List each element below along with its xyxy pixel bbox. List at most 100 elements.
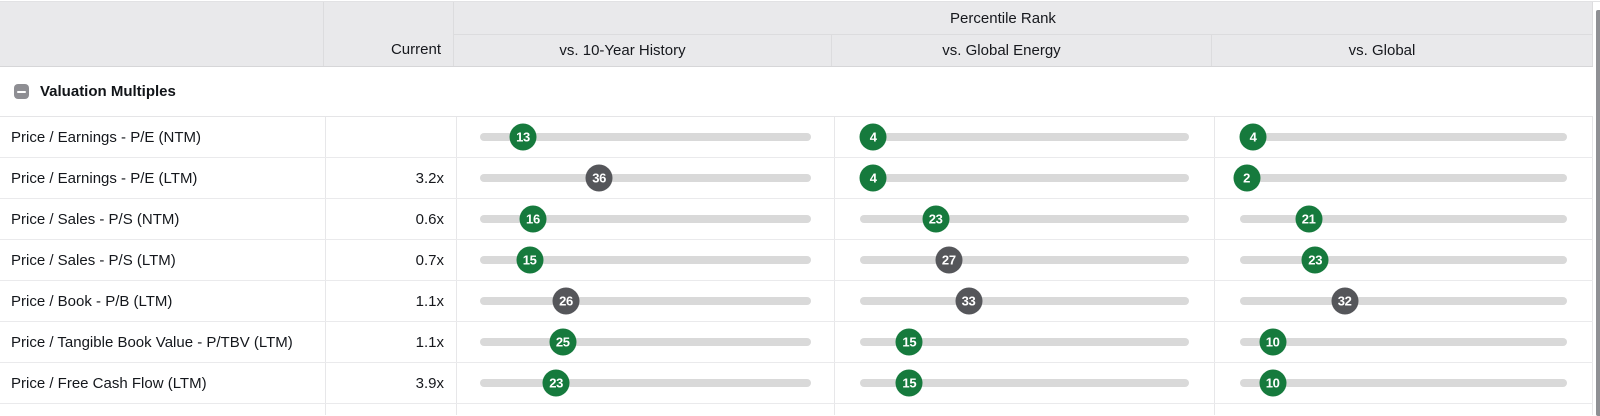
percentile-track: 16	[480, 205, 811, 233]
percentile-cell: 10	[1215, 322, 1593, 362]
percentile-track: 26	[480, 287, 811, 315]
percentile-track: 36	[480, 164, 811, 192]
column-header-vs-global: vs. Global	[1348, 42, 1416, 59]
header-current-column: Current	[324, 2, 454, 66]
percentile-badge: 15	[895, 369, 923, 397]
percentile-badge: 33	[955, 287, 983, 315]
metric-label: Price / Earnings - P/E (LTM)	[0, 158, 326, 198]
percentile-track: 23	[1240, 246, 1567, 274]
percentile-track: 23	[480, 369, 811, 397]
table-row: Price / Free Cash Flow (LTM) 3.9x 23 15 …	[0, 363, 1593, 404]
percentile-badge: 15	[895, 328, 923, 356]
column-header-vs-global-energy: vs. Global Energy	[832, 35, 1212, 66]
percentile-cell: 4	[835, 117, 1215, 157]
percentile-cell: 36	[457, 158, 835, 198]
table-row: Price / Book - P/B (LTM) 1.1x 26 33 32	[0, 281, 1593, 322]
percentile-cell: 4	[835, 158, 1215, 198]
section-row-valuation-multiples[interactable]: Valuation Multiples	[0, 67, 1593, 117]
percentile-track: 10	[1240, 328, 1567, 356]
percentile-track: 15	[860, 328, 1189, 356]
percentile-cell: 27	[835, 240, 1215, 280]
column-header-vs-10-year-history: vs. 10-Year History	[454, 35, 832, 66]
table-row: Price / Sales - P/S (LTM) 0.7x 15 27 23	[0, 240, 1593, 281]
percentile-cell: 23	[835, 199, 1215, 239]
percentile-badge: 32	[1331, 287, 1359, 315]
percentile-track: 27	[860, 246, 1189, 274]
percentile-track: 21	[1240, 205, 1567, 233]
percentile-badge: 21	[1295, 205, 1323, 233]
percentile-badge: 4	[1239, 123, 1267, 151]
percentile-badge: 4	[859, 164, 887, 192]
percentile-cell: 15	[835, 363, 1215, 403]
percentile-cell: 26	[457, 281, 835, 321]
percentile-track: 10	[1240, 369, 1567, 397]
header-metric-column-spacer	[0, 2, 324, 66]
percentile-cell: 13	[457, 117, 835, 157]
percentile-cell: 2	[1215, 158, 1593, 198]
metric-label: Price / Book - P/B (LTM)	[0, 281, 326, 321]
percentile-badge: 10	[1259, 369, 1287, 397]
percentile-track: 13	[480, 123, 811, 151]
percentile-badge: 10	[1259, 328, 1287, 356]
current-column-label: Current	[390, 40, 441, 58]
current-value: 3.2x	[326, 158, 457, 198]
percentile-cell: 23	[457, 363, 835, 403]
percentile-cell: 15	[457, 240, 835, 280]
current-value	[326, 117, 457, 157]
percentile-badge: 23	[1301, 246, 1329, 274]
percentile-badge: 23	[542, 369, 570, 397]
table-row: Price / Sales - P/S (NTM) 0.6x 16 23 21	[0, 199, 1593, 240]
percentile-track: 4	[859, 123, 1189, 151]
table-body: Price / Earnings - P/E (NTM) 13 4 4 Pric…	[0, 117, 1600, 404]
percentile-cell: 15	[835, 322, 1215, 362]
metric-label: Price / Earnings - P/E (NTM)	[0, 117, 326, 157]
vertical-scrollbar[interactable]	[1596, 10, 1600, 416]
percentile-track: 2	[1233, 164, 1567, 192]
percentile-subheaders: vs. 10-Year History vs. Global Energy vs…	[454, 35, 1592, 66]
percentile-track: 32	[1240, 287, 1567, 315]
current-value: 3.9x	[326, 363, 457, 403]
percentile-rank-group-label: Percentile Rank	[454, 2, 1592, 35]
percentile-cell: 23	[1215, 240, 1593, 280]
percentile-cell: 10	[1215, 363, 1593, 403]
percentile-track: 15	[860, 369, 1189, 397]
metric-label: Price / Sales - P/S (NTM)	[0, 199, 326, 239]
table-row: Price / Earnings - P/E (NTM) 13 4 4	[0, 117, 1593, 158]
percentile-track: 4	[859, 164, 1189, 192]
table-row: Price / Tangible Book Value - P/TBV (LTM…	[0, 322, 1593, 363]
current-value: 0.7x	[326, 240, 457, 280]
collapse-minus-icon[interactable]	[14, 84, 29, 99]
percentile-badge: 27	[935, 246, 963, 274]
current-value: 1.1x	[326, 322, 457, 362]
percentile-track: 25	[480, 328, 811, 356]
percentile-badge: 2	[1233, 164, 1261, 192]
percentile-badge: 16	[519, 205, 547, 233]
metric-label: Price / Sales - P/S (LTM)	[0, 240, 326, 280]
partial-next-row	[0, 404, 1593, 415]
percentile-cell: 21	[1215, 199, 1593, 239]
percentile-track: 4	[1239, 123, 1567, 151]
percentile-badge: 13	[509, 123, 537, 151]
percentile-badge: 26	[552, 287, 580, 315]
percentile-track: 15	[480, 246, 811, 274]
percentile-badge: 36	[585, 164, 613, 192]
percentile-cell: 32	[1215, 281, 1593, 321]
metric-label: Price / Tangible Book Value - P/TBV (LTM…	[0, 322, 326, 362]
header-percentile-group: Percentile Rank vs. 10-Year History vs. …	[454, 2, 1593, 66]
current-value: 0.6x	[326, 199, 457, 239]
percentile-track: 23	[860, 205, 1189, 233]
table-header: Current Percentile Rank vs. 10-Year Hist…	[0, 2, 1593, 67]
percentile-badge: 15	[516, 246, 544, 274]
percentile-track: 33	[860, 287, 1189, 315]
metric-label: Price / Free Cash Flow (LTM)	[0, 363, 326, 403]
percentile-cell: 16	[457, 199, 835, 239]
top-border	[0, 0, 1600, 2]
percentile-badge: 23	[922, 205, 950, 233]
percentile-cell: 4	[1215, 117, 1593, 157]
section-title: Valuation Multiples	[40, 83, 176, 100]
percentile-badge: 4	[859, 123, 887, 151]
percentile-cell: 25	[457, 322, 835, 362]
current-value: 1.1x	[326, 281, 457, 321]
percentile-cell: 33	[835, 281, 1215, 321]
